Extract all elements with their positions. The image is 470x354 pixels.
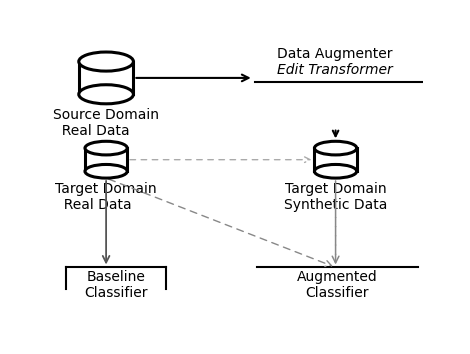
Text: Data Augmenter: Data Augmenter — [277, 47, 393, 61]
Text: Target Domain
Synthetic Data: Target Domain Synthetic Data — [284, 182, 387, 212]
Ellipse shape — [79, 52, 133, 71]
Text: Augmented
Classifier: Augmented Classifier — [297, 270, 378, 300]
Ellipse shape — [314, 141, 357, 155]
Bar — [314, 148, 357, 171]
Ellipse shape — [79, 85, 133, 104]
Ellipse shape — [85, 165, 127, 178]
Text: Baseline
Classifier: Baseline Classifier — [85, 270, 148, 300]
Ellipse shape — [85, 141, 127, 155]
Text: Target Domain
  Real Data: Target Domain Real Data — [55, 182, 157, 212]
Text: Source Domain
  Real Data: Source Domain Real Data — [53, 108, 159, 138]
Text: Edit Transformer: Edit Transformer — [277, 63, 393, 77]
Ellipse shape — [314, 165, 357, 178]
Bar — [85, 148, 127, 171]
Bar — [79, 62, 133, 94]
